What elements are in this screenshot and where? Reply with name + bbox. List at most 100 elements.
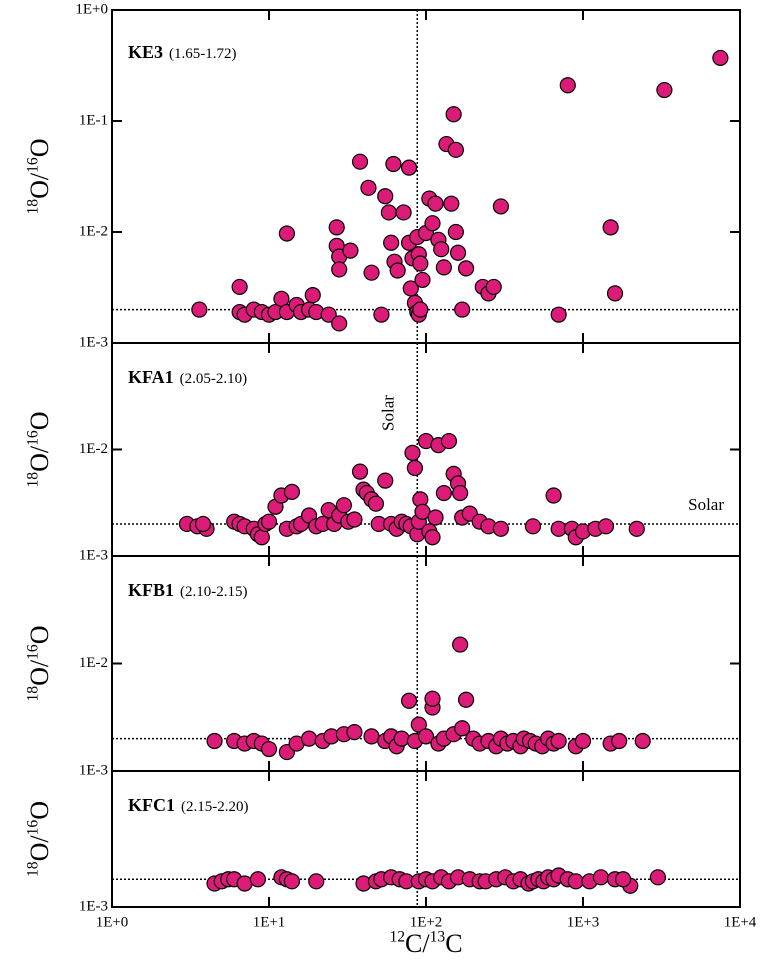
label-superscript: 13 (430, 929, 446, 946)
data-point (406, 459, 424, 477)
label-superscript: 16 (25, 644, 42, 660)
data-point (435, 259, 452, 276)
panel-title: KE3 (1.65-1.72) (128, 42, 237, 62)
data-point (351, 153, 369, 170)
x-tick-label: 1E+4 (724, 914, 757, 930)
data-point (194, 515, 212, 533)
data-point (440, 432, 458, 450)
data-point (452, 484, 469, 502)
data-point (447, 223, 464, 241)
label-text: O/ (25, 445, 54, 472)
data-point (435, 484, 452, 502)
panel: 1E-2 1E-3 KFB1 (2.10-2.15) (79, 555, 741, 778)
data-point (550, 306, 567, 323)
x-tick-label: 1E+1 (253, 914, 286, 930)
data-point (550, 732, 567, 750)
data-point (283, 483, 301, 500)
data-point (656, 81, 673, 99)
data-point (457, 260, 475, 277)
data-point (367, 495, 385, 512)
panel-title: KFA1 (2.05-2.10) (128, 367, 247, 387)
data-point (559, 77, 576, 94)
data-point (634, 732, 651, 750)
data-point (454, 720, 471, 737)
panel-range: (2.05-2.10) (180, 371, 248, 387)
data-point (335, 497, 353, 514)
data-point (412, 301, 429, 318)
label-superscript: 18 (25, 861, 42, 877)
annotation: Solar (688, 495, 724, 514)
data-point (253, 529, 270, 546)
data-point (427, 195, 444, 212)
data-point (383, 234, 400, 251)
data-point (614, 871, 632, 888)
data-point (712, 49, 729, 67)
data-point (424, 215, 441, 232)
panel-name: KFA1 (128, 367, 174, 387)
data-point (377, 188, 394, 205)
panel-name: KE3 (128, 42, 163, 62)
data-point (574, 732, 592, 750)
panel-range: (2.15-2.20) (181, 799, 249, 815)
data-point (597, 518, 615, 535)
data-point (260, 513, 278, 530)
data-point (424, 690, 441, 707)
y-tick-label: 1E+0 (75, 1, 108, 17)
data-point (380, 204, 397, 221)
data-point (427, 509, 444, 526)
axis-label: 18O/16O (25, 626, 54, 702)
y-tick-label: 1E-3 (79, 762, 108, 778)
label-superscript: 18 (25, 686, 42, 702)
data-point (231, 278, 248, 296)
panel: 1E-31E+0 1E+1 1E+2 1E+3 1E+4 KFC1 (2.15-2.20) (79, 770, 757, 930)
label-superscript: 16 (25, 157, 42, 173)
data-point (278, 225, 295, 242)
data-point (628, 520, 645, 537)
label-text: O/ (25, 835, 54, 862)
data-point (452, 636, 469, 653)
panel-name: KFC1 (128, 795, 175, 815)
data-point (308, 873, 325, 890)
label-text: O (25, 139, 54, 158)
data-point (260, 740, 278, 758)
y-tick-label: 1E-3 (79, 547, 108, 563)
label-text: O/ (25, 172, 54, 199)
data-point (443, 195, 460, 212)
data-point (424, 529, 441, 546)
x-tick-label: 1E+3 (567, 914, 600, 930)
label-superscript: 16 (25, 820, 42, 836)
data-point (449, 244, 467, 261)
data-point (351, 463, 369, 480)
y-tick-label: 1E-3 (79, 898, 108, 914)
axis-label: 18O/16O (25, 139, 54, 215)
data-point (304, 287, 321, 304)
data-point (320, 306, 337, 323)
data-point (191, 301, 208, 318)
data-point (410, 716, 427, 733)
data-point (545, 487, 562, 504)
axis-label: 12C/13C (389, 929, 462, 958)
data-point (447, 141, 464, 158)
y-tick-label: 1E-3 (79, 334, 108, 350)
data-point (385, 155, 402, 173)
data-point (363, 264, 380, 281)
label-text: O (25, 801, 54, 820)
data-point (206, 732, 223, 750)
label-text: C (445, 929, 462, 958)
label-superscript: 18 (25, 199, 42, 215)
data-point (602, 219, 619, 236)
data-point (524, 518, 542, 535)
annotation: Solar (378, 395, 397, 431)
data-point (606, 285, 624, 302)
data-point (414, 271, 431, 289)
data-point (649, 869, 667, 886)
data-point (360, 179, 377, 196)
data-point (592, 869, 609, 886)
data-point (373, 306, 390, 323)
panel-range: (1.65-1.72) (169, 46, 237, 62)
data-point (346, 724, 363, 741)
y-tick-label: 1E-2 (79, 223, 108, 239)
y-tick-label: 1E-2 (79, 441, 108, 457)
